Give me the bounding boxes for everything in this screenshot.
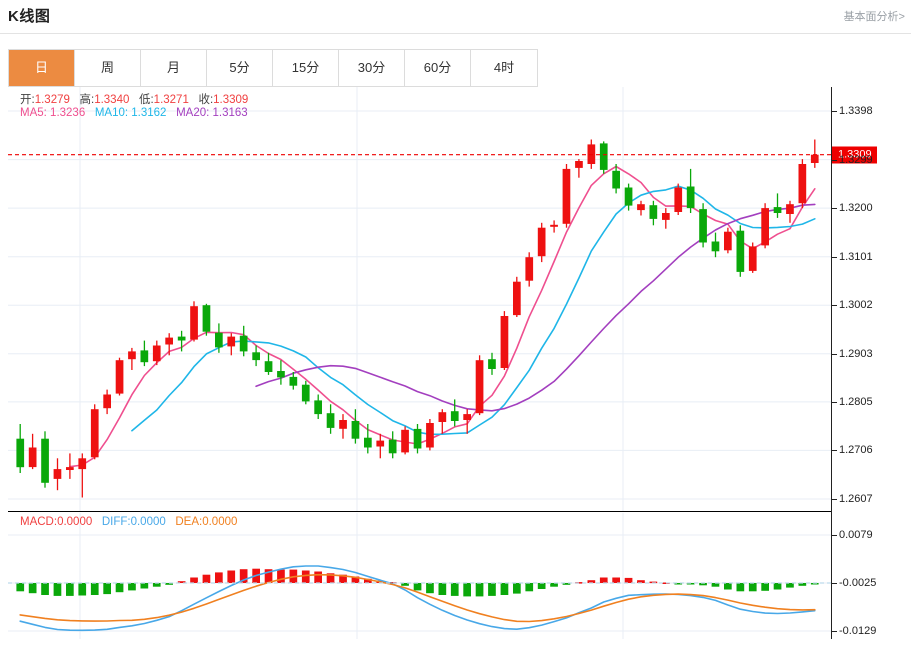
macd-axis-label: -0.0025: [839, 577, 877, 589]
price-axis-column: 1.3398 1.3309 1.3299 1.3200 1.3101 1.3002 1.29…: [831, 87, 903, 639]
tab-6[interactable]: 60分: [405, 50, 471, 86]
page-title: K线图: [8, 8, 51, 25]
price-axis-label: 1.2903: [839, 347, 873, 360]
macd-axis-label: 0.0079: [839, 529, 873, 541]
price-axis-label: 1.2805: [839, 395, 873, 408]
macd-axis-label: -0.0129: [839, 625, 877, 637]
timeframe-tabbar: 日周月 5分 15分 30分 60分 4时: [8, 49, 538, 87]
tab-7[interactable]: 4时: [471, 50, 537, 86]
axis-tick: [832, 256, 837, 258]
axis-tick: [832, 111, 837, 112]
macd-svg: [8, 513, 831, 639]
current-price-badge: 1.3309: [832, 146, 877, 164]
price-axis-label: 1.3002: [839, 299, 873, 312]
tab-0[interactable]: 日: [9, 50, 75, 86]
tab-3[interactable]: 5分: [207, 50, 273, 86]
tab-1[interactable]: 周: [75, 50, 141, 86]
axis-tick: [832, 401, 837, 403]
price-axis-label: 1.2706: [839, 444, 873, 457]
price-axis-label: 1.3398: [839, 105, 873, 117]
tab-4[interactable]: 15分: [273, 50, 339, 86]
tab-5[interactable]: 30分: [339, 50, 405, 86]
price-axis-label: 1.2607: [839, 493, 873, 505]
axis-tick: [832, 499, 837, 500]
price-candlestick-svg: [8, 87, 831, 511]
axis-tick: [832, 583, 837, 584]
price-chart-pane[interactable]: 开:1.3279 高:1.3340 低:1.3271 收:1.3309 MA5:…: [8, 87, 831, 512]
axis-tick: [832, 208, 837, 210]
axis-tick: [832, 450, 837, 452]
axis-tick: [832, 535, 837, 536]
chart-frame: 开:1.3279 高:1.3340 低:1.3271 收:1.3309 MA5:…: [8, 87, 903, 639]
price-axis-label: 1.3101: [839, 250, 873, 263]
axis-tick: [832, 353, 837, 355]
fundamental-analysis-link[interactable]: 基本面分析>: [843, 11, 905, 23]
price-axis-label: 1.3200: [839, 202, 873, 215]
axis-tick: [832, 631, 837, 632]
axis-tick: [832, 159, 837, 161]
page-header: K线图 基本面分析>: [0, 0, 911, 34]
price-axis-label: 1.3299: [839, 153, 873, 166]
macd-chart-pane[interactable]: MACD:0.0000 DIFF:0.0000 DEA:0.0000: [8, 513, 831, 639]
tab-2[interactable]: 月: [141, 50, 207, 86]
axis-tick: [832, 305, 837, 307]
